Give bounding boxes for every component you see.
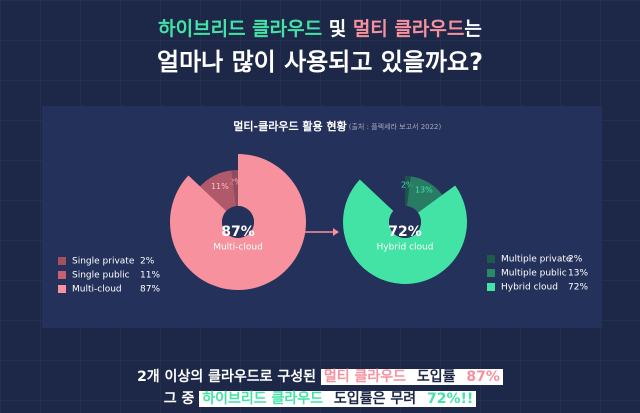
pie-slice [342, 179, 467, 284]
legend-swatch [58, 257, 66, 265]
legend-swatch [58, 285, 66, 293]
slice-label: 2% [229, 178, 242, 187]
footer-part: 그 중 [163, 391, 200, 407]
panel [42, 106, 602, 328]
footer-line: 그 중 하이브리드 클라우드 도입률은 무려 72%!! [0, 388, 640, 408]
panel-source: (출처 : 플렉세라 보고서 2022) [349, 122, 442, 131]
footer-part: 2개 이상의 클라우드로 구성된 [137, 369, 321, 385]
legend-value: 2% [568, 255, 583, 265]
title: 하이브리드 클라우드 및 멀티 클라우드는 [0, 14, 640, 41]
title-part: 및 [322, 18, 353, 40]
legend-label: Multi-cloud [72, 285, 122, 295]
legend-value: 87% [140, 285, 160, 295]
footer-part: 87% [463, 369, 503, 385]
legend-swatch [487, 269, 495, 277]
title-part: 는 [464, 18, 482, 40]
legend-label: Multiple private [501, 255, 572, 265]
legend-swatch [58, 271, 66, 279]
panel-title: 멀티-클라우드 활용 현황 [233, 119, 346, 133]
pie-slice [169, 154, 306, 291]
footer-part: 하이브리드 클라우드 [199, 391, 327, 407]
slice-label: 13% [415, 186, 433, 195]
pie-slice [405, 176, 411, 207]
footer-part: 72%!! [423, 391, 477, 407]
center-label: Hybrid cloud [377, 243, 434, 253]
legend-swatch [487, 255, 495, 263]
legend-value: 13% [568, 269, 588, 279]
footer-part: 멀티 클라우드 [320, 369, 410, 385]
legend-label: Hybrid cloud [501, 283, 558, 293]
slice-label: 2% [401, 181, 414, 190]
center-value: 72% [388, 224, 422, 240]
pie-slice [231, 170, 238, 207]
pie-hole [222, 206, 254, 238]
footer-line: 2개 이상의 클라우드로 구성된 멀티 클라우드 도입률 87% [0, 366, 640, 386]
pie-hole [389, 206, 421, 238]
subtitle: 얼마나 많이 사용되고 있을까요? [156, 48, 484, 76]
pie-slice [407, 176, 443, 213]
footer-part: 도입률 [409, 369, 464, 385]
legend-value: 2% [140, 257, 155, 267]
title-part: 하이브리드 클라우드 [158, 18, 323, 40]
legend-swatch [487, 283, 495, 291]
legend-value: 72% [568, 283, 588, 293]
legend-label: Single private [72, 257, 135, 267]
center-label: Multi-cloud [213, 243, 263, 253]
arrow-head [333, 228, 339, 236]
legend-label: Single public [72, 271, 130, 281]
slice-label: 11% [211, 182, 229, 191]
legend-label: Multiple public [501, 269, 567, 279]
footer-part: 도입률은 무려 [326, 391, 424, 407]
legend-value: 11% [140, 271, 160, 281]
title-part: 멀티 클라우드 [352, 18, 465, 40]
center-value: 87% [221, 224, 255, 240]
pie-slice [200, 170, 236, 212]
